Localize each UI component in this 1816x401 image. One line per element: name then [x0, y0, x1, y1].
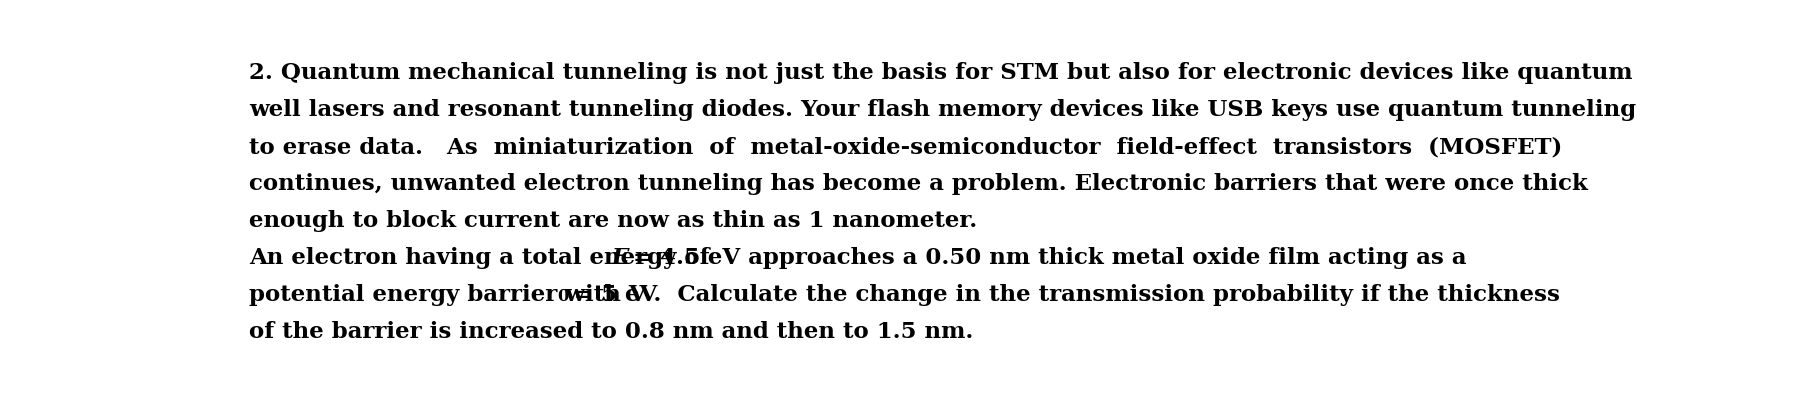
- Text: enough to block current are now as thin as 1 nanometer.: enough to block current are now as thin …: [249, 209, 977, 231]
- Text: to erase data.   As  miniaturization  of  metal-oxide-semiconductor  field-effec: to erase data. As miniaturization of met…: [249, 136, 1562, 158]
- Text: 0: 0: [558, 287, 568, 304]
- Text: potential energy barrier with V: potential energy barrier with V: [249, 283, 646, 305]
- Text: An electron having a total energy of: An electron having a total energy of: [249, 246, 717, 268]
- Text: E: E: [612, 246, 628, 268]
- Text: 2. Quantum mechanical tunneling is not just the basis for STM but also for elect: 2. Quantum mechanical tunneling is not j…: [249, 62, 1633, 84]
- Text: of the barrier is increased to 0.8 nm and then to 1.5 nm.: of the barrier is increased to 0.8 nm an…: [249, 320, 973, 342]
- Text: = 4.5 eV approaches a 0.50 nm thick metal oxide film acting as a: = 4.5 eV approaches a 0.50 nm thick meta…: [625, 246, 1467, 268]
- Text: well lasers and resonant tunneling diodes. Your flash memory devices like USB ke: well lasers and resonant tunneling diode…: [249, 99, 1636, 121]
- Text: continues, unwanted electron tunneling has become a problem. Electronic barriers: continues, unwanted electron tunneling h…: [249, 172, 1587, 194]
- Text: = 5 eV.  Calculate the change in the transmission probability if the thickness: = 5 eV. Calculate the change in the tran…: [567, 283, 1560, 305]
